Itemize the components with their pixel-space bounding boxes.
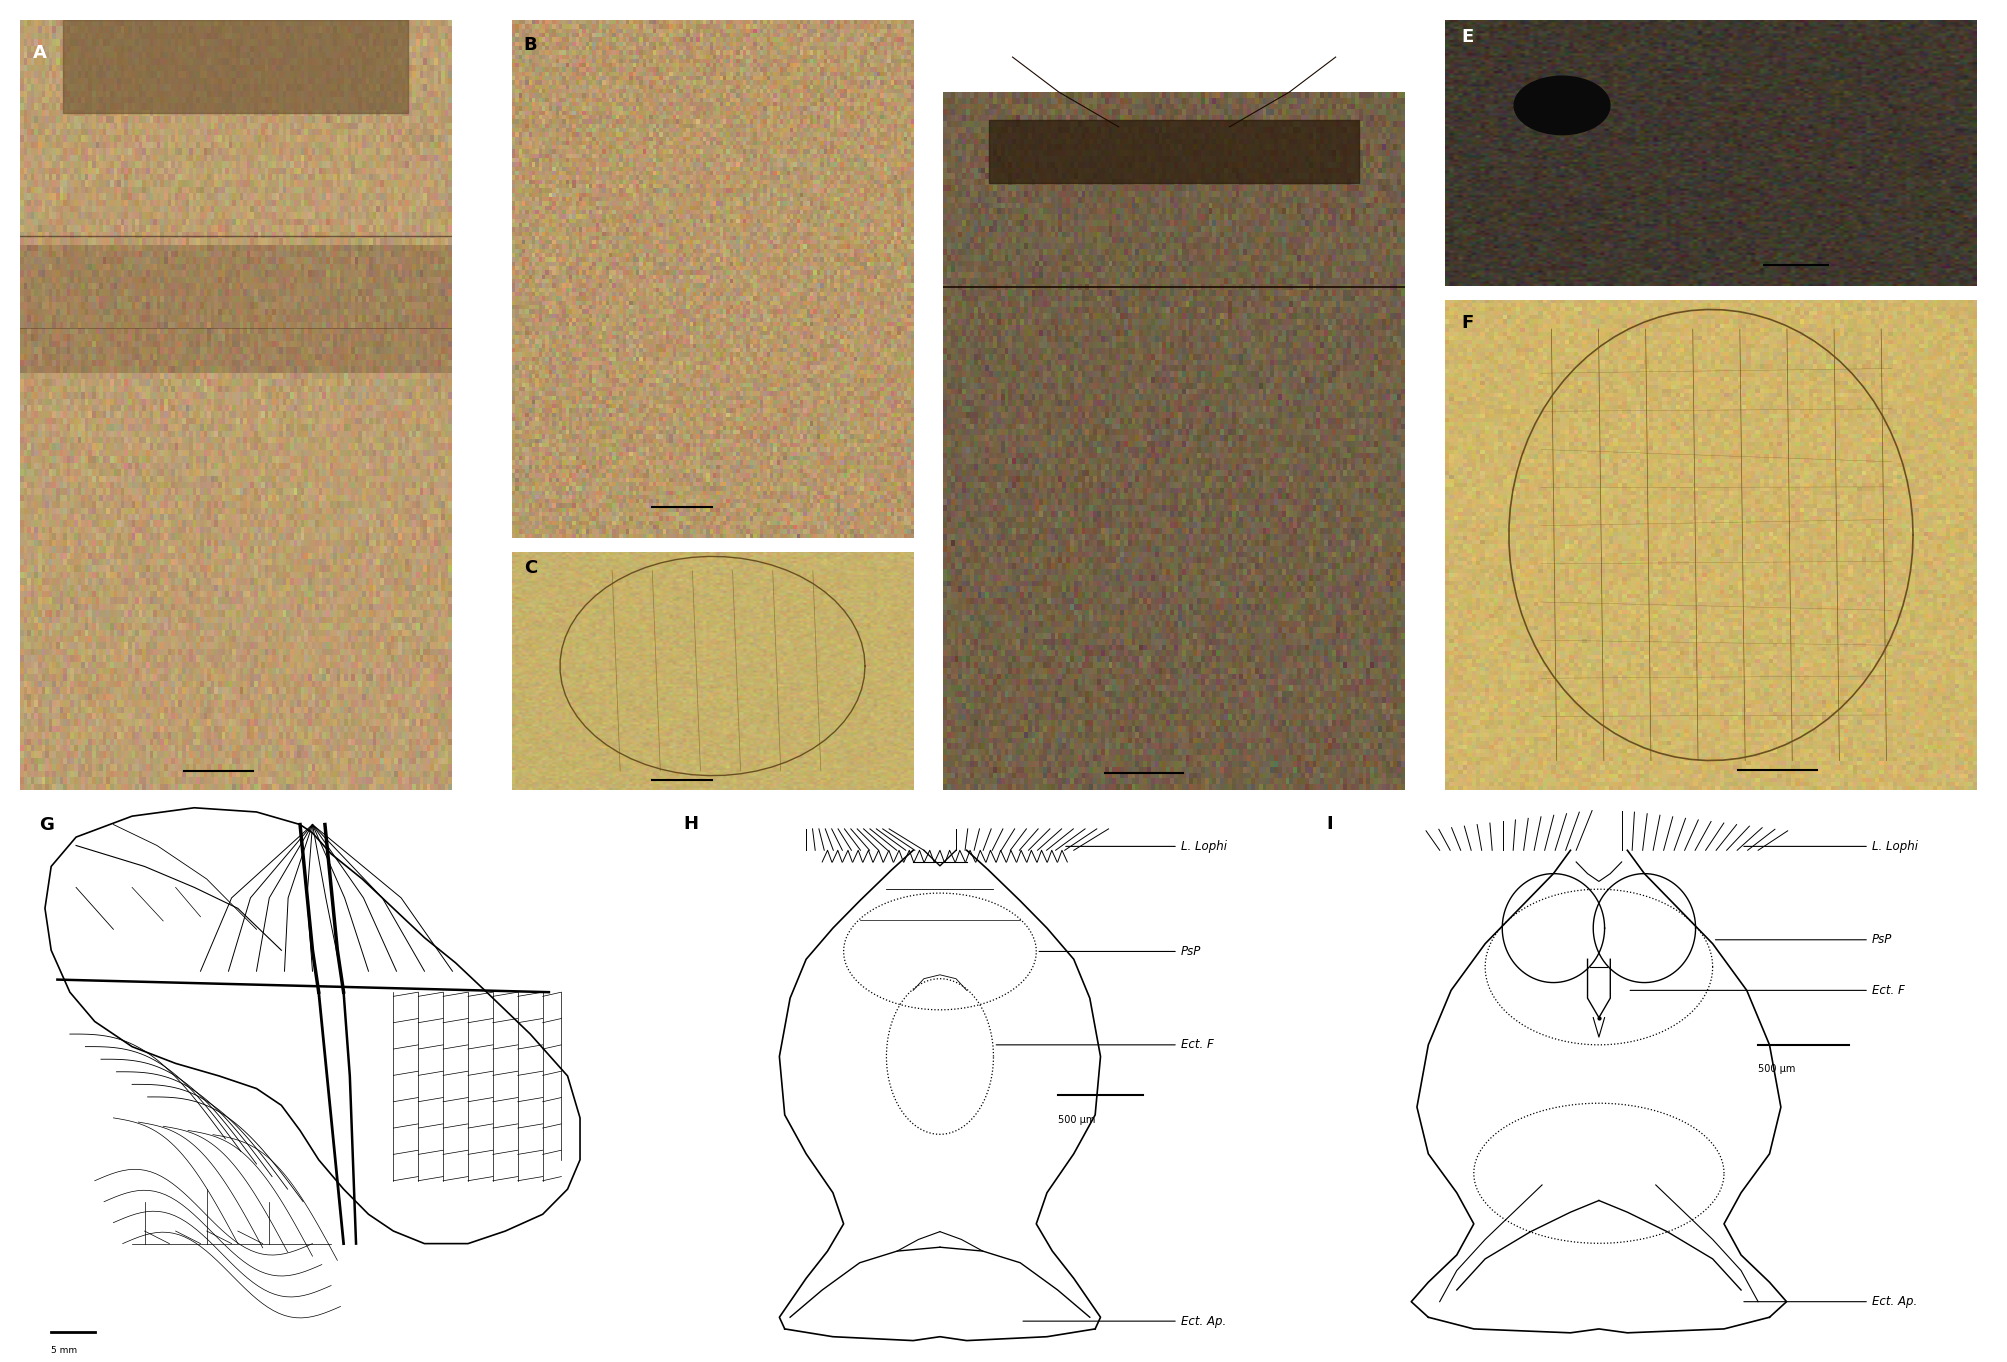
Text: 500 µm: 500 µm: [1058, 1115, 1096, 1125]
Text: L. Lophi: L. Lophi: [1066, 840, 1226, 853]
Text: 5 mm: 5 mm: [52, 1346, 78, 1355]
Text: 500 µm: 500 µm: [1758, 1064, 1796, 1075]
Text: Ect. F: Ect. F: [1630, 983, 1905, 997]
Text: I: I: [1327, 816, 1333, 834]
Text: G: G: [38, 816, 54, 834]
Text: D: D: [957, 44, 971, 61]
Text: Ect. Ap.: Ect. Ap.: [1744, 1295, 1917, 1308]
Text: E: E: [1461, 29, 1473, 46]
Ellipse shape: [1513, 76, 1610, 135]
Text: H: H: [682, 816, 698, 834]
Text: Ect. F: Ect. F: [995, 1038, 1214, 1051]
Text: F: F: [1461, 315, 1473, 332]
Text: C: C: [524, 558, 538, 576]
Text: B: B: [524, 35, 538, 54]
Text: PsP: PsP: [1040, 945, 1200, 957]
Text: PsP: PsP: [1716, 933, 1893, 947]
Text: Ect. Ap.: Ect. Ap.: [1024, 1314, 1226, 1328]
Text: L. Lophi: L. Lophi: [1744, 840, 1919, 853]
Text: A: A: [32, 44, 46, 61]
